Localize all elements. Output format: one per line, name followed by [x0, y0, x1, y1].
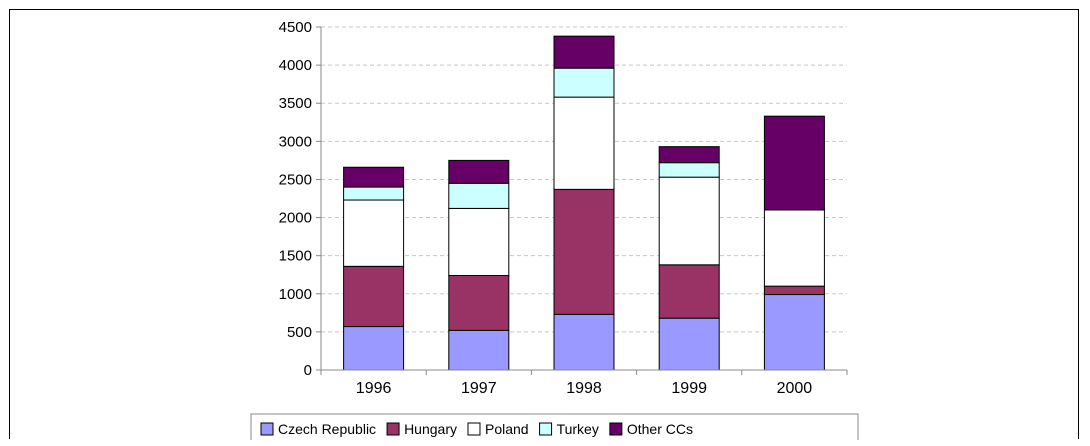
bar-turkey-1996: [343, 186, 405, 201]
legend: Czech Republic Hungary Poland Turkey Other C…: [250, 413, 859, 440]
x-tick-label: 1996: [356, 380, 392, 397]
bar-czech-republic-1998: [553, 313, 615, 371]
legend-label: Hungary: [404, 421, 457, 437]
legend-swatch-hungary: [386, 422, 400, 436]
bar-other-ccs-1996: [343, 166, 405, 188]
bar-czech-republic-1996: [343, 326, 405, 371]
legend-label: Poland: [485, 421, 529, 437]
bar-hungary-2000: [763, 285, 825, 296]
x-tick-label: 1999: [671, 380, 707, 397]
bar-hungary-1997: [448, 274, 510, 331]
x-tick-label: 2000: [777, 380, 813, 397]
x-tick-label: 1997: [461, 380, 497, 397]
bar-czech-republic-1999: [658, 317, 720, 371]
bar-poland-1997: [448, 207, 510, 276]
y-tick-label: 3500: [279, 95, 312, 112]
bar-poland-1996: [343, 199, 405, 267]
legend-box: [250, 413, 859, 440]
legend-label: Czech Republic: [278, 421, 376, 437]
legend-swatch-turkey: [539, 422, 553, 436]
bar-czech-republic-1997: [448, 329, 510, 371]
y-tick-label: 4000: [279, 57, 312, 74]
legend-label: Other CCs: [627, 421, 693, 437]
stacked-bar-chart: 0 500 1000 1500 2000 2500 3000 3500 4000 4500 199…: [250, 19, 859, 440]
bar-poland-1998: [553, 96, 615, 190]
x-tick-label: 1998: [566, 380, 602, 397]
bars: [343, 35, 825, 371]
y-tick-label: 2500: [279, 171, 312, 188]
bar-turkey-1997: [448, 182, 510, 209]
legend-swatch-poland: [467, 422, 481, 436]
y-tick-label: 4500: [279, 19, 312, 36]
bar-czech-republic-2000: [763, 294, 825, 371]
bar-hungary-1998: [553, 188, 615, 315]
bar-turkey-1998: [553, 67, 615, 98]
y-tick-label: 3000: [279, 133, 312, 150]
legend-swatch-czech-republic: [260, 422, 274, 436]
x-axis: 1996 1997 1998 1999 2000: [320, 369, 848, 397]
legend-swatch-other-ccs: [609, 422, 623, 436]
y-tick-label: 500: [287, 324, 312, 341]
y-axis: 0 500 1000 1500 2000 2500 3000 3500 4000 4500: [279, 19, 322, 379]
legend-label: Turkey: [557, 421, 599, 437]
bar-other-ccs-1997: [448, 159, 510, 184]
bar-hungary-1999: [658, 264, 720, 319]
y-tick-label: 1000: [279, 286, 312, 303]
bar-poland-2000: [763, 209, 825, 287]
bar-hungary-1996: [343, 265, 405, 328]
bar-turkey-1999: [658, 162, 720, 178]
y-tick-label: 2000: [279, 210, 312, 227]
bar-other-ccs-1998: [553, 35, 615, 69]
bar-poland-1999: [658, 176, 720, 266]
bar-other-ccs-2000: [763, 115, 825, 211]
y-tick-label: 0: [304, 362, 312, 379]
y-tick-label: 1500: [279, 248, 312, 265]
bar-other-ccs-1999: [658, 146, 720, 164]
chart-frame: 0 500 1000 1500 2000 2500 3000 3500 4000 4500 199…: [9, 9, 1079, 440]
